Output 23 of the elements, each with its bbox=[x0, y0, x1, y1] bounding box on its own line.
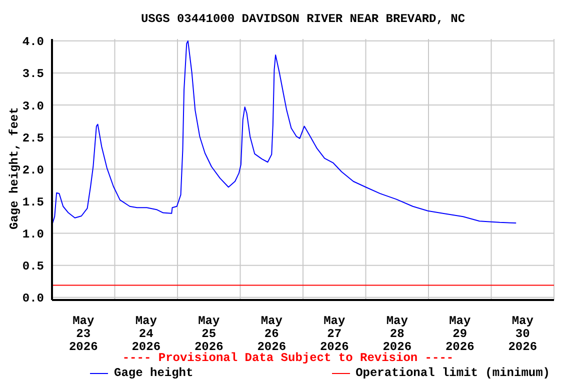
x-tick-label: May 24 2026 bbox=[132, 314, 161, 354]
x-tick-label: May 28 2026 bbox=[382, 314, 412, 354]
x-tick-label: May 26 2026 bbox=[257, 314, 286, 354]
legend-label: Gage height bbox=[114, 366, 194, 380]
x-tick-label: May 27 2026 bbox=[320, 314, 349, 354]
legend-label: Operational limit (minimum) bbox=[356, 366, 550, 380]
x-tick-label: May 25 2026 bbox=[194, 314, 224, 354]
y-tick-label: 3.5 bbox=[22, 67, 44, 82]
y-tick-label: 1.5 bbox=[22, 196, 44, 210]
y-tick-label: 0.5 bbox=[22, 260, 44, 274]
y-tick-label: 3.0 bbox=[22, 99, 44, 114]
y-axis-title: Gage height, feet bbox=[7, 107, 22, 230]
x-tick-label: May 30 2026 bbox=[508, 314, 538, 354]
text: ---- Provisional Data Subject to Revision ---- bbox=[122, 351, 454, 365]
chart-title: USGS 03441000 DAVIDSON RIVER NEAR BREVARD, NC bbox=[140, 12, 466, 26]
x-tick-label: May 29 2026 bbox=[445, 314, 474, 354]
y-tick-label: 0.0 bbox=[22, 292, 44, 306]
y-tick-label: 1.0 bbox=[22, 228, 44, 242]
y-tick-label: 2.5 bbox=[22, 131, 44, 146]
line-series bbox=[52, 40, 517, 226]
y-tick-label: 4.0 bbox=[22, 35, 44, 50]
x-tick-label: May 23 2026 bbox=[68, 314, 98, 354]
y-tick-label: 2.0 bbox=[22, 163, 44, 178]
